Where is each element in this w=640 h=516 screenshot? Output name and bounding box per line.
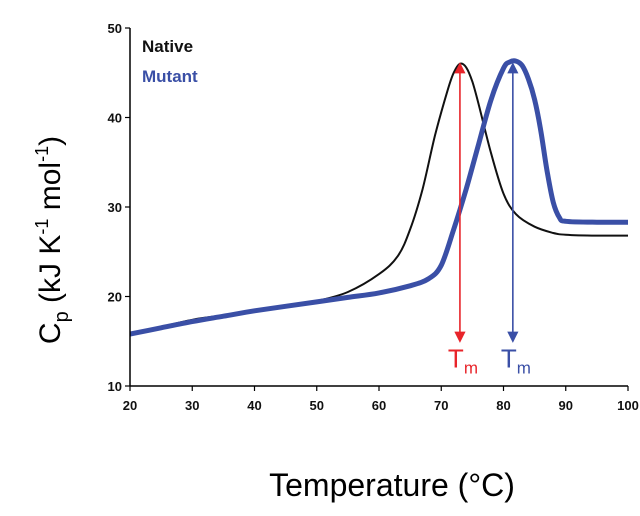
x-tick-label: 50 — [310, 398, 324, 413]
annotation-layer: Tm Tm — [448, 62, 531, 377]
series-layer — [130, 58, 628, 337]
y-tick-label: 20 — [108, 290, 122, 305]
x-tick-label: 30 — [185, 398, 199, 413]
x-tick-label: 90 — [559, 398, 573, 413]
x-tick-label: 80 — [496, 398, 510, 413]
tm-label: Tm — [448, 343, 478, 377]
x-tick-label: 100 — [617, 398, 639, 413]
x-tick-label: 20 — [123, 398, 137, 413]
x-axis-label: Temperature (°C) — [269, 467, 515, 503]
x-tick-label: 40 — [247, 398, 261, 413]
x-tick-label: 70 — [434, 398, 448, 413]
y-axis-ticks: 10 20 30 40 50 — [108, 21, 130, 394]
y-tick-label: 50 — [108, 21, 122, 36]
series-line-mutant — [130, 58, 628, 337]
x-tick-label: 60 — [372, 398, 386, 413]
y-axis-label: Cp (kJ K-1 mol-1) — [32, 136, 73, 344]
y-tick-label: 40 — [108, 111, 122, 126]
x-axis-ticks: 20 30 40 50 60 70 80 90 100 — [123, 386, 639, 413]
y-tick-label: 10 — [108, 379, 122, 394]
tm-label: Tm — [501, 343, 531, 377]
legend-native: Native — [142, 37, 193, 56]
legend: Native Mutant — [142, 37, 198, 86]
y-tick-label: 30 — [108, 200, 122, 215]
legend-mutant: Mutant — [142, 67, 198, 86]
